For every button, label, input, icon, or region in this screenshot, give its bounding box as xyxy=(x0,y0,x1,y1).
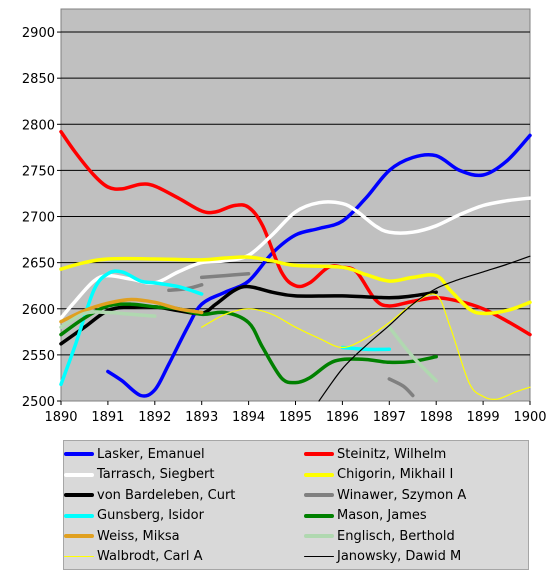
series-line-von-bardeleben-curt xyxy=(59,284,438,346)
series-englisch-berthold xyxy=(59,310,438,383)
x-tick-label: 1900 xyxy=(513,410,546,425)
series-line-steinitz-wilhelm xyxy=(59,129,532,337)
legend-swatch xyxy=(64,556,94,557)
y-tick-label: 2900 xyxy=(22,26,55,41)
series-lasker-emanuel xyxy=(106,133,532,398)
y-axis-tick-labels: 2500 2550 2600 2650 2700 2750 2800 2850 2900 xyxy=(22,26,61,410)
y-tick-label: 2550 xyxy=(22,349,55,364)
x-tick-label: 1891 xyxy=(91,410,124,425)
series-line-winawer-szymon-a xyxy=(387,377,415,398)
legend-label: Janowsky, Dawid M xyxy=(337,549,462,564)
legend-item-weiss-miksa: Weiss, Miksa xyxy=(64,526,180,546)
x-tick-label: 1897 xyxy=(373,410,406,425)
series-line-mason-james xyxy=(59,302,438,385)
legend-label: Tarrasch, Siegbert xyxy=(97,467,215,482)
legend-item-janowsky-dawid-m: Janowsky, Dawid M xyxy=(304,547,461,567)
legend-swatch xyxy=(304,556,334,557)
line-chart: 2500 2550 2600 2650 2700 2750 2800 2850 2900 189… xyxy=(22,8,547,425)
series-line-englisch-berthold xyxy=(59,310,157,329)
y-tick-label: 2800 xyxy=(22,118,55,133)
x-axis-tick-labels: 1890 1891 1892 1893 1894 1895 1896 1897 1898 1899… xyxy=(44,401,547,425)
legend-item-steinitz-wilhelm: Steinitz, Wilhelm xyxy=(304,444,446,464)
x-tick-label: 1893 xyxy=(185,410,218,425)
legend-label: Winawer, Szymon A xyxy=(337,487,467,503)
legend-item-chigorin-mikhail-i: Chigorin, Mikhail I xyxy=(304,465,453,485)
legend-swatch xyxy=(304,472,334,477)
series-line-chigorin-mikhail-i xyxy=(59,255,532,316)
x-tick-label: 1896 xyxy=(326,410,359,425)
legend-item-englisch-berthold: Englisch, Berthold xyxy=(304,526,455,546)
legend-item-gunsberg-isidor: Gunsberg, Isidor xyxy=(64,506,204,526)
legend-label: Chigorin, Mikhail I xyxy=(337,467,454,482)
series-line-janowsky-dawid-m xyxy=(318,255,531,402)
legend-item-walbrodt-carl-a: Walbrodt, Carl A xyxy=(64,547,203,567)
series-line-englisch-berthold xyxy=(387,325,438,383)
x-tick-label: 1894 xyxy=(232,410,265,425)
y-tick-label: 2500 xyxy=(22,395,55,410)
series-von-bardeleben-curt xyxy=(59,284,438,346)
series-walbrodt-carl-a xyxy=(201,293,531,401)
series-weiss-miksa xyxy=(59,297,204,324)
series-tarrasch-siegbert xyxy=(59,196,532,320)
series-mason-james xyxy=(59,302,438,385)
series-line-lasker-emanuel xyxy=(106,133,532,398)
y-tick-label: 2600 xyxy=(22,303,55,318)
legend-swatch xyxy=(64,452,94,456)
legend-swatch xyxy=(304,493,334,497)
legend-swatch xyxy=(304,513,334,518)
y-tick-label: 2850 xyxy=(22,72,55,87)
legend-label: Walbrodt, Carl A xyxy=(97,549,203,564)
series-line-weiss-miksa xyxy=(59,297,204,324)
chart-legend: Lasker, Emanuel Steinitz, Wilhelm Tarrasch… xyxy=(63,440,529,570)
legend-label: Lasker, Emanuel xyxy=(97,446,205,462)
x-tick-label: 1890 xyxy=(44,410,77,425)
x-tick-label: 1892 xyxy=(138,410,171,425)
legend-label: Mason, James xyxy=(337,508,427,523)
series-line-gunsberg-isidor xyxy=(340,345,392,352)
legend-item-lasker-emanuel: Lasker, Emanuel xyxy=(64,444,205,464)
series-steinitz-wilhelm xyxy=(59,129,532,337)
series-line-tarrasch-siegbert xyxy=(59,196,532,320)
series-chigorin-mikhail-i xyxy=(59,255,532,316)
legend-label: Steinitz, Wilhelm xyxy=(337,446,447,462)
series-layer xyxy=(59,129,532,402)
series-line-walbrodt-carl-a xyxy=(201,293,531,401)
legend-item-von-bardeleben-curt: von Bardeleben, Curt xyxy=(64,485,235,505)
legend-swatch xyxy=(304,452,334,456)
series-line-winawer-szymon-a xyxy=(199,271,251,280)
series-line-gunsberg-isidor xyxy=(59,269,204,387)
series-janowsky-dawid-m xyxy=(318,255,531,402)
legend-swatch xyxy=(64,493,94,497)
y-tick-label: 2650 xyxy=(22,257,55,272)
x-tick-label: 1895 xyxy=(279,410,312,425)
legend-label: Englisch, Berthold xyxy=(337,528,455,544)
legend-swatch xyxy=(64,513,94,518)
legend-swatch xyxy=(64,534,94,538)
legend-item-tarrasch-siegbert: Tarrasch, Siegbert xyxy=(64,465,214,485)
legend-item-mason-james: Mason, James xyxy=(304,506,427,526)
legend-swatch xyxy=(304,534,334,538)
gridlines xyxy=(61,31,530,356)
y-tick-label: 2750 xyxy=(22,164,55,179)
legend-label: Gunsberg, Isidor xyxy=(97,508,204,523)
y-tick-label: 2700 xyxy=(22,211,55,226)
legend-item-winawer-szymon-a: Winawer, Szymon A xyxy=(304,485,466,505)
legend-label: von Bardeleben, Curt xyxy=(97,487,236,503)
legend-label: Weiss, Miksa xyxy=(97,528,180,544)
plot-area xyxy=(60,8,531,402)
x-tick-label: 1899 xyxy=(467,410,500,425)
legend-swatch xyxy=(64,472,94,477)
series-gunsberg-isidor xyxy=(59,269,392,387)
x-tick-label: 1898 xyxy=(420,410,453,425)
